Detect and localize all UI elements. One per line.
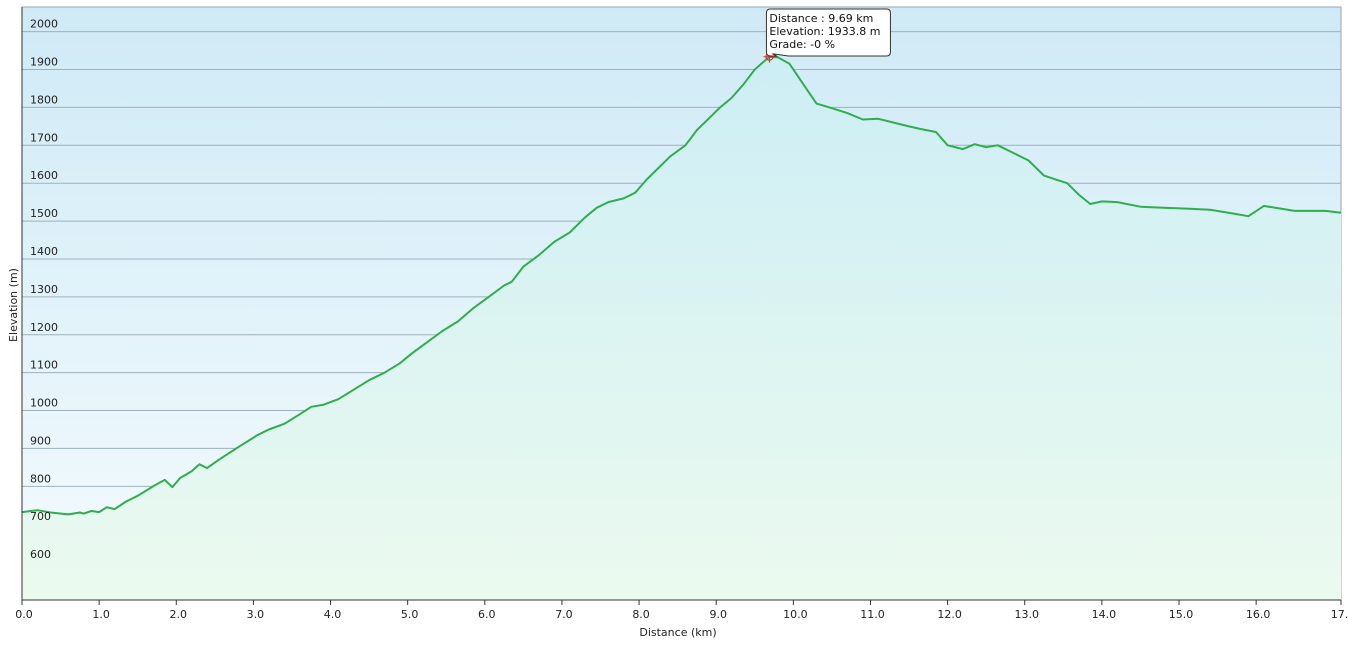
y-tick-label-1300: 1300 [30, 283, 58, 296]
elevation-area-fill [22, 56, 1341, 600]
tooltip-line-2: Elevation: 1933.8 m [769, 25, 880, 38]
y-tick-label-1000: 1000 [30, 397, 58, 410]
x-tick-label-11.0: 11.0 [860, 608, 885, 621]
y-tick-label-600: 600 [30, 548, 51, 561]
y-tick-label-1400: 1400 [30, 245, 58, 258]
x-tick-label-4.0: 4.0 [324, 608, 342, 621]
y-tick-label-2000: 2000 [30, 18, 58, 31]
y-tick-label-700: 700 [30, 510, 51, 523]
x-tick-label-7.0: 7.0 [555, 608, 573, 621]
x-tick-label-3.0: 3.0 [247, 608, 265, 621]
y-tick-label-1500: 1500 [30, 207, 58, 220]
y-tick-label-1600: 1600 [30, 169, 58, 182]
x-tick-label-6.0: 6.0 [478, 608, 496, 621]
y-tick-label-1200: 1200 [30, 321, 58, 334]
y-axis-title: Elevation (m) [7, 268, 20, 342]
x-tick-label-15.0: 15.0 [1169, 608, 1194, 621]
x-tick-label-12.0: 12.0 [937, 608, 962, 621]
x-tick-label-9.0: 9.0 [709, 608, 727, 621]
x-axis-title: Distance (km) [639, 626, 716, 639]
x-tick-label-16.0: 16.0 [1246, 608, 1271, 621]
y-tick-label-800: 800 [30, 472, 51, 485]
tooltip-line-1: Distance : 9.69 km [769, 12, 873, 25]
x-tick-label-14.0: 14.0 [1092, 608, 1117, 621]
y-tick-label-1100: 1100 [30, 359, 58, 372]
tooltip-line-3: Grade: -0 % [769, 38, 835, 51]
y-tick-label-1800: 1800 [30, 93, 58, 106]
x-tick-label-0.0: 0.0 [15, 608, 33, 621]
x-tick-label-10.0: 10.0 [783, 608, 808, 621]
y-axis-ticks: 600 700 800 900 1000 1100 1200 1300 1400 1500 1600… [30, 18, 58, 561]
x-tick-label-5.0: 5.0 [401, 608, 419, 621]
elevation-line[interactable] [21, 55, 1342, 516]
y-tick-label-1900: 1900 [30, 56, 58, 69]
y-tick-label-1700: 1700 [30, 131, 58, 144]
x-tick-label-2.0: 2.0 [170, 608, 188, 621]
x-tick-label-17.1: 17.1 [1331, 608, 1348, 621]
tooltip-box [765, 8, 891, 57]
x-tick-label-1.0: 1.0 [92, 608, 110, 621]
x-tick-label-8.0: 8.0 [632, 608, 650, 621]
x-tick-label-13.0: 13.0 [1014, 608, 1039, 621]
x-axis-ticks: 0.0 1.0 2.0 3.0 4.0 5.0 6.0 7.0 8.0 9.0 10.0 11.0 12… [15, 600, 1348, 621]
y-tick-label-900: 900 [30, 434, 51, 447]
